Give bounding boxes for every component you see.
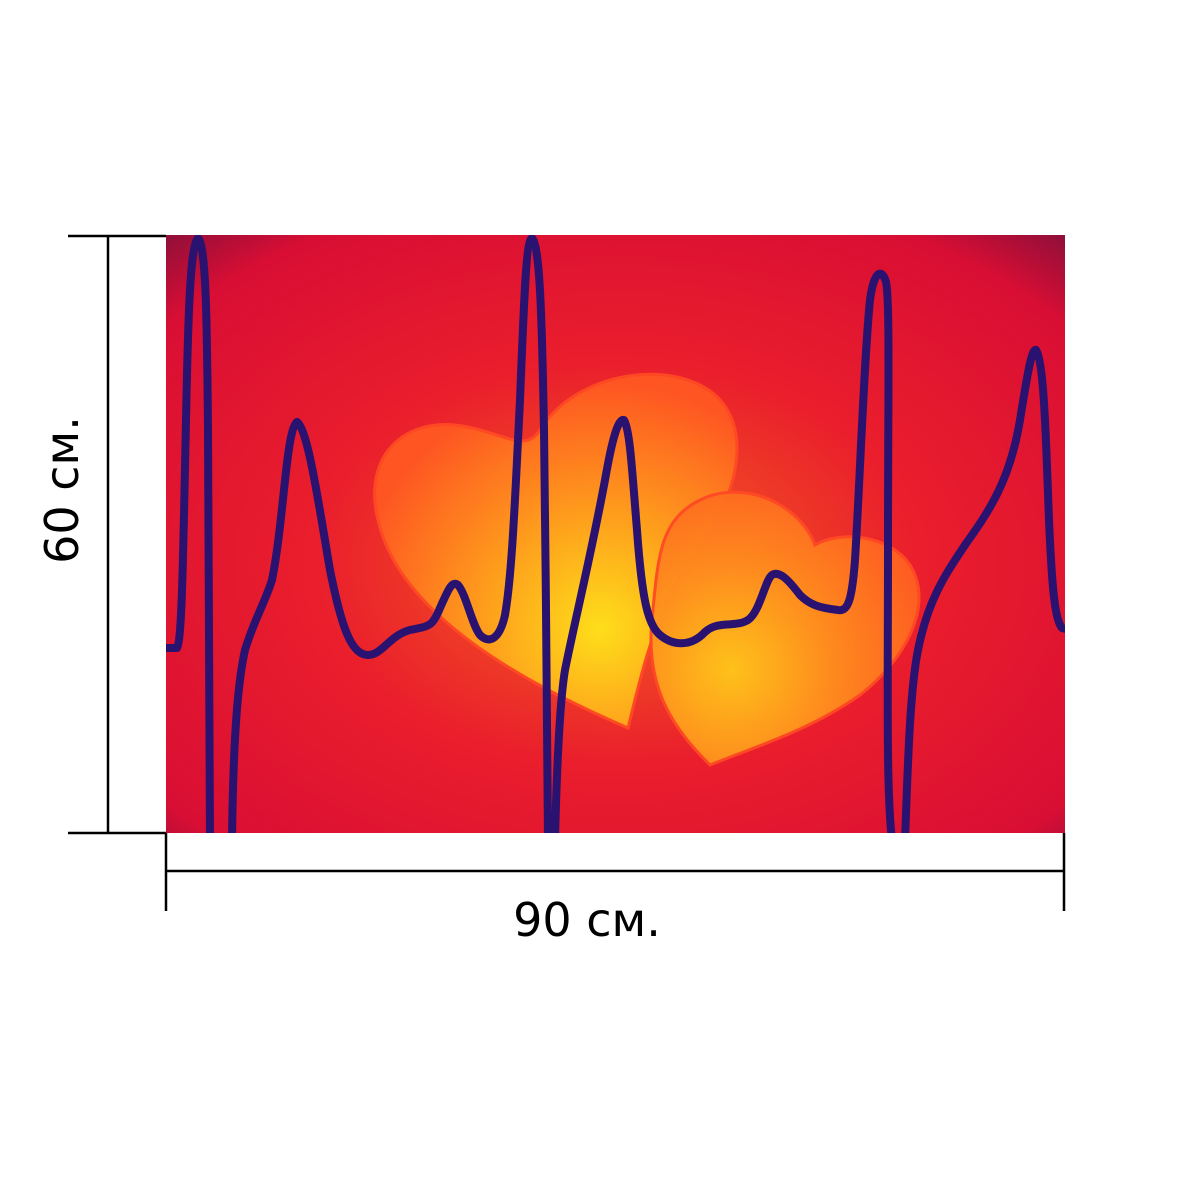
- width-label: 90 см.: [513, 893, 661, 947]
- height-label: 60 см.: [35, 416, 89, 564]
- width-dimension: [164, 833, 1066, 911]
- artwork-image: [166, 235, 1065, 833]
- height-dimension: [68, 234, 166, 835]
- ecg-line: [166, 235, 1065, 833]
